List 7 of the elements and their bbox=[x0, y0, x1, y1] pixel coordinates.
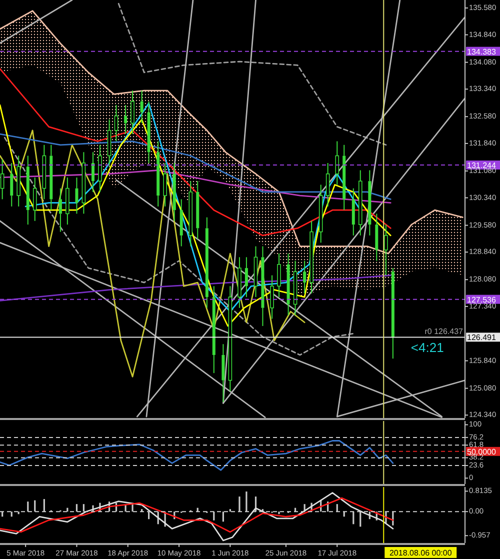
annotation: r0 126.437 bbox=[424, 327, 464, 336]
ref-line-label: 126.491 bbox=[467, 333, 496, 342]
ref-line-label: 127.536 bbox=[467, 295, 496, 304]
ref-line-label: 50.0000 bbox=[467, 447, 496, 456]
ref-line-label: 134.383 bbox=[467, 47, 496, 56]
ref-line-label: 2018.08.06 00:00 bbox=[389, 548, 452, 558]
annotation: <4:21 bbox=[410, 340, 444, 356]
